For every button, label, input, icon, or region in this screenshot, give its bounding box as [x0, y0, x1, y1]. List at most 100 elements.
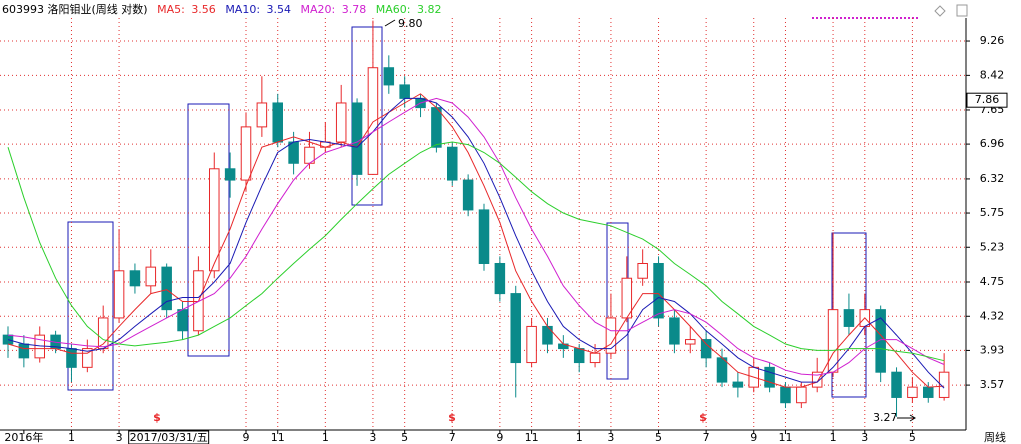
candle-body [891, 371, 902, 398]
x-tick-label: 7 [449, 431, 456, 444]
candle-body [907, 386, 918, 398]
candle-body [177, 309, 188, 332]
candle-body [526, 325, 537, 364]
legend-value: 3.56 [191, 3, 216, 16]
x-tick-label: 5 [401, 431, 408, 444]
cursor-price-box [966, 92, 1008, 108]
candle-body [764, 366, 775, 388]
candle-body [653, 262, 664, 319]
dividend-marker: $ [448, 411, 456, 424]
candle-body [145, 266, 157, 287]
candle-body [2, 334, 14, 345]
x-tick-label: 5 [909, 431, 916, 444]
y-tick-label: 5.23 [980, 240, 1005, 253]
candle-body [256, 102, 268, 128]
period-label: 周线 [984, 430, 1006, 444]
dividend-marker: $ [699, 411, 707, 424]
annotation-arrow [384, 19, 396, 27]
candle-body [335, 102, 347, 143]
candle-body [732, 381, 744, 388]
x-tick-label: 3 [607, 431, 614, 444]
legend-value: 3.54 [267, 3, 292, 16]
x-tick-label: 1 [68, 431, 75, 444]
x-tick-label: 9 [496, 431, 503, 444]
x-tick-label: 7 [703, 431, 710, 444]
candle-body [796, 386, 807, 404]
legend-value: 3.78 [342, 3, 367, 16]
cursor-date: 2017/03/31/五 [130, 431, 208, 444]
candle-body [18, 343, 30, 359]
y-tick-label: 3.93 [980, 343, 1005, 356]
candle-body [637, 262, 648, 279]
candle-body [240, 126, 252, 181]
y-tick-label: 6.32 [980, 172, 1005, 185]
x-tick-label: 2016年 [4, 430, 43, 444]
candle-body [447, 146, 458, 181]
ma-line [7, 93, 945, 388]
scroll-icon[interactable] [956, 4, 968, 17]
candle-body [605, 317, 617, 354]
candle-body [542, 325, 553, 345]
x-tick-label: 1 [322, 431, 329, 444]
legend-name: MA5: [157, 3, 185, 16]
y-tick-label: 5.75 [980, 206, 1005, 219]
candle-body [700, 339, 712, 359]
legend-name: MA60: [376, 3, 411, 16]
candle-body [224, 168, 236, 181]
candle-body [113, 270, 125, 319]
x-tick-label: 1 [576, 431, 583, 444]
ma-line [7, 141, 945, 362]
candle-body [351, 102, 363, 175]
legend-name: MA20: [301, 3, 336, 16]
candle-body [875, 309, 886, 373]
ma-line [7, 97, 945, 376]
candle-body [82, 348, 93, 368]
x-tick-label: 9 [750, 431, 757, 444]
candle-body [811, 371, 823, 388]
x-tick-label: 3 [369, 431, 376, 444]
legend-value: 3.82 [417, 3, 442, 16]
candle-body [462, 179, 474, 211]
x-tick-label: 1 [830, 431, 837, 444]
candle-body [478, 209, 490, 264]
candle-body [510, 293, 521, 364]
candle-body [780, 386, 791, 404]
y-tick-label: 3.57 [980, 378, 1005, 391]
candle-body [399, 84, 410, 99]
candle-body [66, 348, 77, 368]
annotation: 9.80 [398, 17, 423, 30]
chart-title: 603993 洛阳钼业(周线 对数) [2, 2, 148, 16]
candle-body [843, 309, 855, 327]
candle-body [685, 339, 696, 345]
candle-body [431, 107, 442, 148]
candle-body [288, 141, 299, 164]
diamond-icon[interactable] [934, 5, 946, 17]
candle-body [923, 386, 934, 398]
y-tick-label: 8.42 [980, 68, 1005, 81]
cursor-price: 7.86 [975, 93, 1000, 106]
highlight-box [67, 221, 114, 391]
annotation: 3.27 [873, 411, 898, 424]
candle-body [669, 317, 680, 345]
highlight-boxes [67, 26, 867, 398]
legend-name: MA10: [225, 3, 260, 16]
highlight-box [187, 103, 230, 357]
candle-body [573, 348, 585, 364]
x-tick-label: 9 [243, 431, 250, 444]
candle-body [494, 262, 506, 295]
candle-body [589, 352, 601, 364]
candle-body [367, 67, 379, 175]
candle-body [272, 102, 283, 143]
y-tick-label: 4.32 [980, 309, 1005, 322]
x-tick-label: 5 [655, 431, 662, 444]
x-tick-label: 3 [861, 431, 868, 444]
y-tick-label: 4.75 [980, 275, 1005, 288]
candle-body [938, 371, 950, 398]
x-tick-label: 11 [525, 431, 539, 444]
header: 603993 洛阳钼业(周线 对数) MA5: 3.56 MA10: 3.54 … [2, 2, 441, 16]
cursor-date-box [128, 430, 210, 444]
ma-line [7, 97, 945, 389]
x-tick-label: 11 [271, 431, 285, 444]
y-tick-label: 6.96 [980, 137, 1005, 150]
